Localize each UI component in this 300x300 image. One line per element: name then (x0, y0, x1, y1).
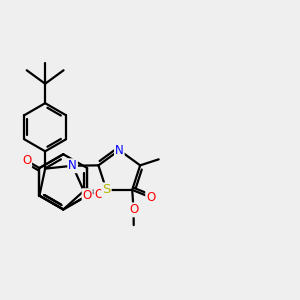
Text: N: N (115, 144, 124, 157)
Text: O: O (22, 154, 31, 167)
Text: O: O (129, 203, 138, 216)
Text: O: O (146, 191, 155, 204)
Text: S: S (102, 183, 111, 196)
Text: O: O (94, 188, 104, 201)
Text: N: N (68, 159, 77, 172)
Text: O: O (82, 189, 92, 202)
